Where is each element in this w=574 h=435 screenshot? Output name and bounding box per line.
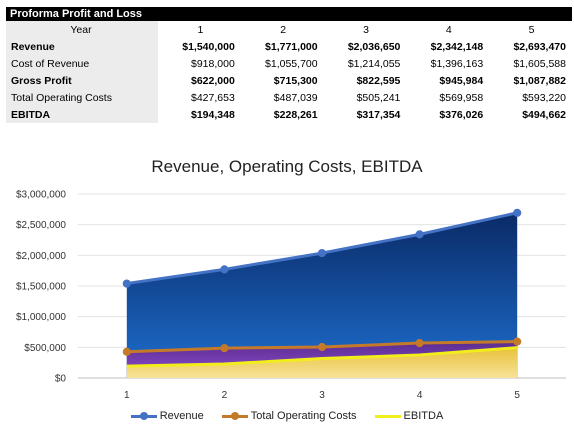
legend-swatch (374, 411, 401, 421)
table-cell: $2,342,148 (430, 40, 484, 53)
legend-line (374, 415, 401, 418)
row-label: Total Operating Costs (6, 89, 158, 106)
table-cell: $1,055,700 (265, 57, 318, 70)
table-cell: $918,000 (191, 57, 235, 70)
y-tick-label: $1,500,000 (16, 282, 66, 293)
table-cell: $569,958 (439, 91, 484, 104)
year-header-cell: 1 (197, 23, 204, 36)
year-header-cell: 4 (445, 23, 452, 36)
legend-item: Revenue (130, 410, 204, 422)
table-cell: $2,036,650 (347, 40, 401, 53)
pl-table-container: Proforma Profit and Loss Year 1 2 3 4 5 Revenu… (6, 7, 572, 123)
y-tick-label: $0 (55, 374, 67, 385)
pl-table-title: Proforma Profit and Loss (6, 7, 572, 21)
year-header-cell: 5 (528, 23, 535, 36)
data-point (513, 208, 522, 217)
table-row: Cost of Revenue $918,000 $1,055,700 $1,214,… (6, 55, 572, 72)
y-tick-label: $3,000,000 (16, 190, 66, 201)
legend-marker (230, 412, 239, 420)
table-row: Revenue $1,540,000 $1,771,000 $2,036,650 $2,… (6, 38, 572, 55)
y-tick-label: $2,500,000 (16, 220, 66, 231)
row-label: Revenue (6, 38, 158, 55)
table-cell: $376,026 (439, 108, 484, 121)
data-point (122, 279, 131, 288)
series-line (126, 346, 518, 368)
year-header-cell: 2 (280, 23, 287, 36)
data-point (415, 338, 424, 348)
year-header-cell: 3 (363, 23, 369, 36)
y-tick-label: $1,000,000 (16, 312, 66, 323)
table-cell: $622,000 (191, 74, 235, 87)
table-cell: $427,653 (191, 91, 235, 104)
table-cell: $317,354 (356, 108, 401, 121)
data-point (317, 248, 327, 258)
legend-label: Total Operating Costs (250, 410, 357, 422)
data-point (220, 344, 229, 353)
row-label: EBITDA (6, 106, 158, 123)
legend-swatch (221, 411, 248, 421)
y-tick-label: $2,000,000 (16, 251, 66, 262)
chart-legend: Revenue Total Operating Costs EBITDA (0, 410, 574, 422)
x-tick-label: 3 (319, 390, 325, 401)
legend-marker (139, 412, 148, 420)
data-point (122, 347, 131, 356)
table-cell: $822,595 (356, 74, 401, 87)
pl-table: Year 1 2 3 4 5 Revenue $1,540,000 $1,771,000 $2,0… (6, 21, 572, 123)
table-row: EBITDA $194,348 $228,261 $317,354 $376,026 $4… (6, 106, 572, 123)
row-label: Gross Profit (6, 72, 158, 89)
table-cell: $1,605,588 (513, 57, 566, 70)
table-cell: $593,220 (522, 91, 566, 104)
y-tick-label: $500,000 (24, 343, 66, 354)
table-cell: $194,348 (191, 108, 235, 121)
chart-title: Revenue, Operating Costs, EBITDA (151, 157, 423, 176)
table-cell: $1,540,000 (182, 40, 235, 53)
data-point (513, 337, 522, 346)
legend-label: Revenue (159, 410, 204, 422)
table-cell: $2,693,470 (513, 40, 566, 53)
data-point (317, 342, 327, 352)
data-point (220, 265, 229, 274)
data-point (415, 230, 424, 239)
row-label: Cost of Revenue (6, 55, 158, 72)
table-cell: $945,984 (439, 74, 484, 87)
table-row: Total Operating Costs $427,653 $487,039 $50… (6, 89, 572, 106)
legend-swatch (130, 411, 157, 421)
table-cell: $505,241 (356, 91, 401, 104)
x-tick-label: 4 (417, 390, 423, 401)
x-tick-label: 1 (124, 390, 130, 401)
table-cell: $1,396,163 (430, 57, 484, 70)
legend-label: EBITDA (403, 410, 444, 422)
series-area (126, 212, 518, 378)
table-cell: $228,261 (273, 108, 318, 121)
x-tick-label: 5 (514, 390, 520, 401)
x-tick-label: 2 (222, 390, 228, 401)
table-cell: $1,214,055 (347, 57, 401, 70)
table-cell: $494,662 (522, 108, 566, 121)
legend-item: Total Operating Costs (221, 410, 357, 422)
table-cell: $1,771,000 (265, 40, 318, 53)
table-row: Gross Profit $622,000 $715,300 $822,595 $945… (6, 72, 572, 89)
table-cell: $487,039 (273, 91, 318, 104)
table-cell: $715,300 (273, 74, 318, 87)
table-header-row: Year 1 2 3 4 5 (6, 21, 572, 38)
table-cell: $1,087,882 (513, 74, 566, 87)
header-label: Year (6, 21, 158, 38)
legend-item: EBITDA (374, 410, 444, 422)
